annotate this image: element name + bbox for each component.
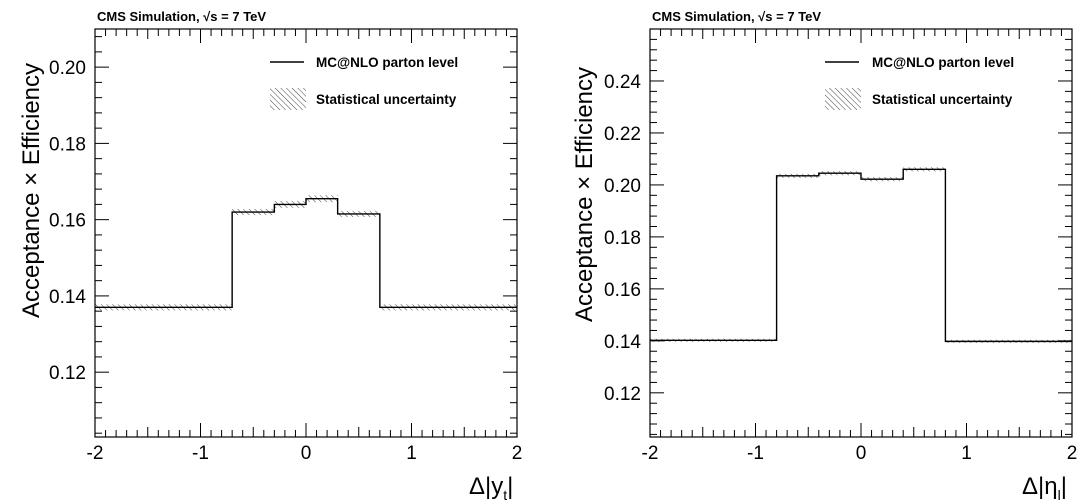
y-tick-label: 0.14 (604, 332, 641, 353)
y-axis-ticks: 0.12 0.14 0.16 0.18 0.20 (49, 36, 517, 434)
legend-label: MC@NLO parton level (316, 55, 458, 70)
x-tick-label: -2 (642, 443, 659, 464)
y-axis-label: Acceptance × Efficiency (571, 67, 598, 322)
x-tick-label: 2 (512, 443, 523, 464)
y-tick-label: 0.16 (604, 280, 641, 301)
uncertainty-bands (650, 167, 1072, 343)
chart-panel-right: CMS Simulation, √s = 7 TeV 0.120.140.160… (571, 9, 1077, 502)
y-tick-label: 0.12 (604, 384, 641, 405)
x-tick-label: 0 (856, 443, 867, 464)
y-axis-ticks: 0.12 0.14 0.16 0.18 0.20 0.22 0.24 (604, 28, 1072, 435)
x-tick-label: 2 (1067, 443, 1078, 464)
x-tick-label: 1 (961, 443, 972, 464)
x-axis-label: Δ|ηl| (1022, 473, 1067, 502)
legend-label: MC@NLO parton level (872, 55, 1014, 70)
x-tick-label: 0 (301, 443, 312, 464)
y-tick-label: 0.22 (604, 124, 641, 145)
y-tick-label: 0.24 (604, 72, 641, 93)
y-axis-label: Acceptance × Efficiency (18, 63, 45, 318)
x-axis-ticks: -2 -1 0 1 2 (642, 29, 1078, 464)
y-tick-label: 0.16 (49, 211, 86, 232)
histogram-line (95, 197, 517, 309)
y-tick-label: 0.14 (49, 287, 86, 308)
legend-label: Statistical uncertainty (316, 92, 457, 107)
x-axis-ticks: -2 -1 0 1 2 (87, 29, 523, 464)
legend-hatch-swatch (825, 88, 861, 110)
chart-title: CMS Simulation, √s = 7 TeV (97, 9, 266, 24)
y-tick-label: 0.18 (49, 134, 86, 155)
x-axis-label: Δ|yt| (469, 473, 513, 502)
chart-panel-left: CMS Simulation, √s = 7 TeV 0.120.140.160… (18, 9, 522, 502)
x-tick-label: -1 (747, 443, 764, 464)
y-tick-label: 0.20 (604, 176, 641, 197)
x-tick-label: -2 (87, 443, 104, 464)
legend-label: Statistical uncertainty (872, 92, 1013, 107)
legend: MC@NLO parton level Statistical uncertai… (825, 55, 1014, 110)
chart-title: CMS Simulation, √s = 7 TeV (652, 9, 821, 24)
y-tick-label: 0.18 (604, 228, 641, 249)
y-tick-label: 0.12 (49, 363, 86, 384)
x-tick-label: -1 (192, 443, 209, 464)
legend: MC@NLO parton level Statistical uncertai… (270, 55, 458, 110)
legend-hatch-swatch (270, 88, 306, 110)
y-tick-label: 0.20 (49, 58, 86, 79)
x-tick-label: 1 (406, 443, 417, 464)
uncertainty-bands (95, 195, 517, 311)
histogram-line (650, 168, 1072, 343)
